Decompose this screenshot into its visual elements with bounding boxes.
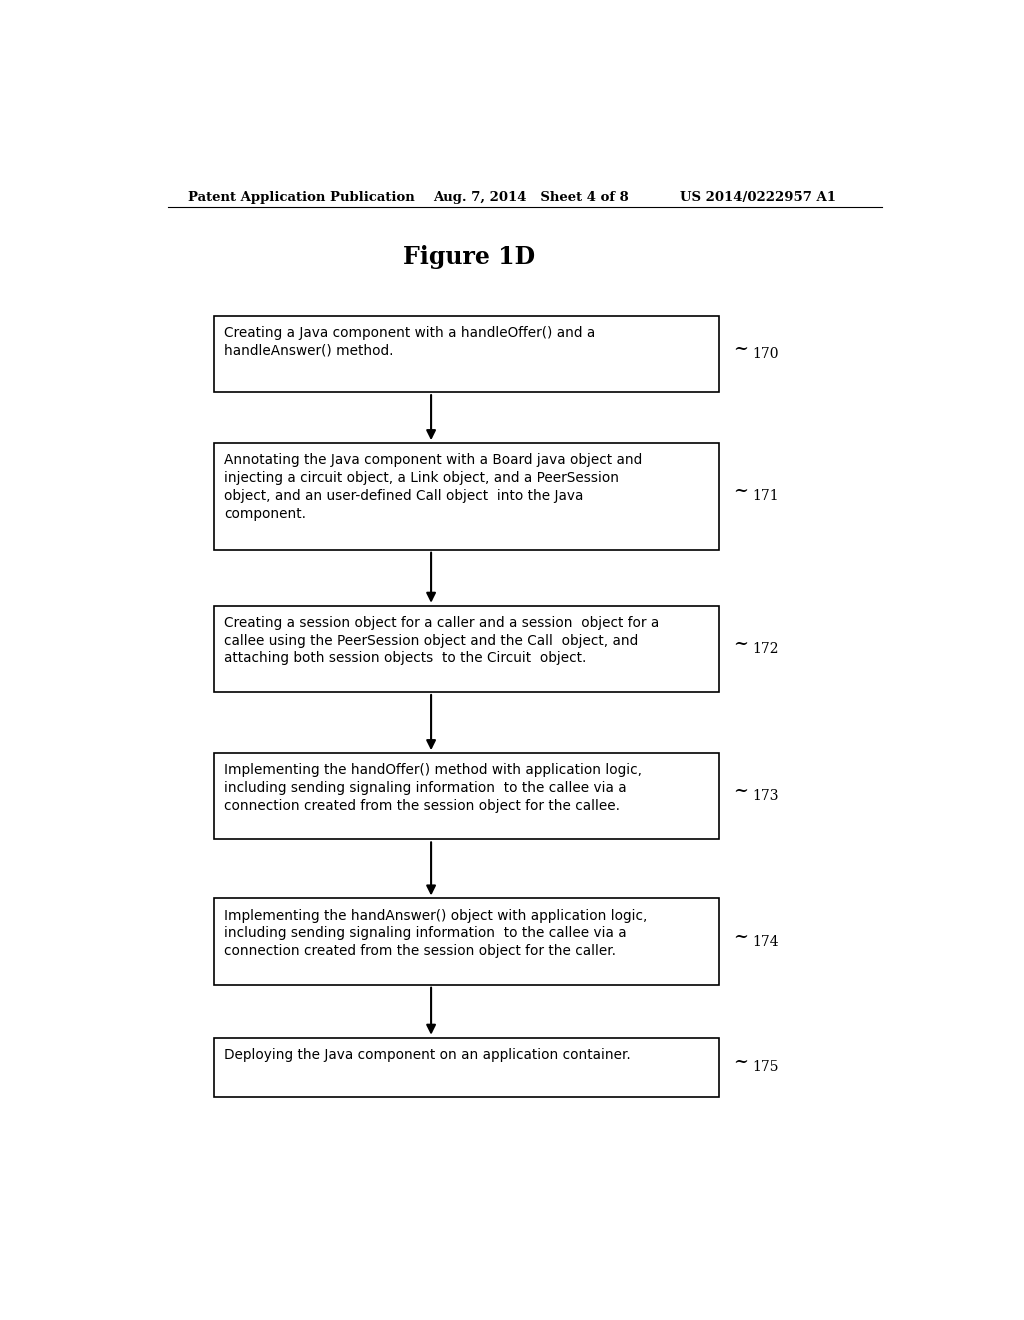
Text: US 2014/0222957 A1: US 2014/0222957 A1: [680, 191, 836, 203]
Bar: [214, 606, 719, 692]
Text: Aug. 7, 2014   Sheet 4 of 8: Aug. 7, 2014 Sheet 4 of 8: [433, 191, 630, 203]
Text: ~: ~: [733, 783, 749, 800]
Text: Deploying the Java component on an application container.: Deploying the Java component on an appli…: [224, 1048, 631, 1061]
Text: Annotating the Java component with a Board java object and
injecting a circuit o: Annotating the Java component with a Boa…: [224, 453, 642, 520]
Text: Creating a session object for a caller and a session  object for a
callee using : Creating a session object for a caller a…: [224, 615, 659, 665]
Bar: [214, 444, 719, 549]
Text: ~: ~: [733, 928, 749, 945]
Text: Patent Application Publication: Patent Application Publication: [187, 191, 415, 203]
Text: ~: ~: [733, 635, 749, 652]
Bar: [214, 1038, 719, 1097]
Text: ~: ~: [733, 1053, 749, 1071]
Text: 175: 175: [753, 1060, 779, 1074]
Text: Implementing the handOffer() method with application logic,
including sending si: Implementing the handOffer() method with…: [224, 763, 642, 813]
Text: 171: 171: [753, 490, 779, 503]
Text: Implementing the handAnswer() object with application logic,
including sending s: Implementing the handAnswer() object wit…: [224, 908, 647, 958]
Bar: [214, 752, 719, 840]
Text: ~: ~: [733, 341, 749, 358]
Bar: [214, 315, 719, 392]
Text: Creating a Java component with a handleOffer() and a
handleAnswer() method.: Creating a Java component with a handleO…: [224, 326, 595, 358]
Text: 174: 174: [753, 935, 779, 949]
Text: 170: 170: [753, 347, 779, 362]
Text: 173: 173: [753, 789, 779, 803]
Bar: [214, 899, 719, 985]
Text: ~: ~: [733, 482, 749, 500]
Text: 172: 172: [753, 642, 779, 656]
Text: Figure 1D: Figure 1D: [403, 244, 536, 269]
